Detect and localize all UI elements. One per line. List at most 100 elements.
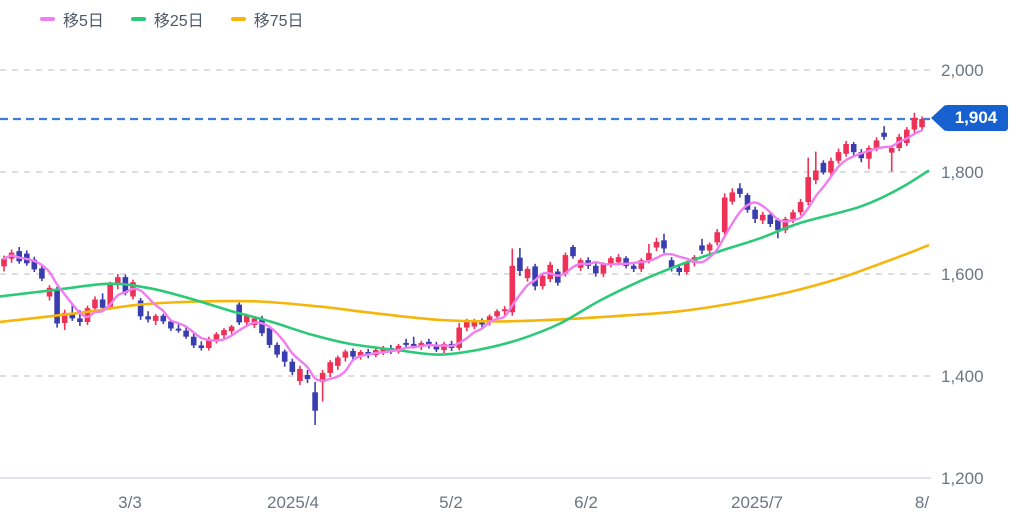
candle[interactable] xyxy=(342,349,349,362)
candle-body xyxy=(266,328,273,345)
candle[interactable] xyxy=(775,217,781,239)
candle-body xyxy=(767,214,774,224)
candle-body xyxy=(281,351,288,362)
candle[interactable] xyxy=(888,146,895,172)
candle[interactable] xyxy=(547,261,553,283)
candle[interactable] xyxy=(850,141,857,156)
candle-body xyxy=(729,192,736,202)
candle[interactable] xyxy=(289,358,296,375)
candle[interactable] xyxy=(570,244,576,259)
candle-body xyxy=(820,162,827,173)
candle[interactable] xyxy=(737,183,743,198)
chart-legend: 移5日 移25日 移75日 xyxy=(40,7,304,31)
candle[interactable] xyxy=(297,365,303,386)
candle[interactable] xyxy=(456,323,462,351)
candle[interactable] xyxy=(198,341,205,351)
candle[interactable] xyxy=(661,233,667,254)
candle[interactable] xyxy=(350,348,356,361)
candle[interactable] xyxy=(426,338,432,349)
candle[interactable] xyxy=(517,248,523,276)
candle[interactable] xyxy=(145,311,151,323)
candle[interactable] xyxy=(115,274,121,290)
candle[interactable] xyxy=(403,338,409,348)
candle[interactable] xyxy=(395,343,402,354)
candle[interactable] xyxy=(820,160,827,175)
candle[interactable] xyxy=(221,328,227,339)
candle[interactable] xyxy=(911,112,918,133)
candle[interactable] xyxy=(228,325,235,335)
candle[interactable] xyxy=(524,266,531,282)
candle[interactable] xyxy=(54,286,60,328)
candle[interactable] xyxy=(699,238,705,255)
candle[interactable] xyxy=(858,149,865,163)
candle[interactable] xyxy=(266,325,273,349)
candle[interactable] xyxy=(759,211,766,224)
candle[interactable] xyxy=(744,192,751,213)
candle[interactable] xyxy=(39,265,45,282)
candle[interactable] xyxy=(532,263,538,291)
candle-body xyxy=(623,258,629,266)
candle[interactable] xyxy=(919,116,925,131)
candle[interactable] xyxy=(46,285,53,301)
candle[interactable] xyxy=(623,256,629,269)
candle[interactable] xyxy=(729,188,736,205)
candle-body xyxy=(160,315,167,322)
candle[interactable] xyxy=(304,369,311,384)
candle[interactable] xyxy=(593,263,599,277)
candle[interactable] xyxy=(31,256,38,272)
candle[interactable] xyxy=(281,349,288,367)
candle[interactable] xyxy=(828,157,834,176)
candle[interactable] xyxy=(16,247,22,264)
candle[interactable] xyxy=(501,306,508,316)
candle[interactable] xyxy=(190,333,197,348)
candle-body xyxy=(653,241,660,248)
candle[interactable] xyxy=(486,314,493,326)
candle-body xyxy=(676,267,682,272)
candle[interactable] xyxy=(555,268,561,286)
candle[interactable] xyxy=(319,369,326,402)
candle[interactable] xyxy=(479,318,485,328)
candle[interactable] xyxy=(782,216,789,234)
candle[interactable] xyxy=(152,313,159,325)
candle-body xyxy=(54,289,60,324)
candle-body xyxy=(350,351,356,357)
candle-body xyxy=(69,312,76,319)
candle[interactable] xyxy=(630,262,637,272)
candle[interactable] xyxy=(904,127,910,146)
candle[interactable] xyxy=(274,342,280,358)
candle[interactable] xyxy=(714,229,720,246)
candle[interactable] xyxy=(312,382,318,425)
candle[interactable] xyxy=(335,355,341,370)
candle[interactable] xyxy=(638,258,645,272)
candle[interactable] xyxy=(706,242,713,254)
candle[interactable] xyxy=(84,305,91,325)
candle[interactable] xyxy=(160,313,167,324)
candle[interactable] xyxy=(539,274,546,290)
candle[interactable] xyxy=(805,157,811,206)
candle[interactable] xyxy=(61,309,68,331)
candle[interactable] xyxy=(99,293,106,311)
legend-item-ma5[interactable]: 移5日 xyxy=(40,7,104,31)
candle[interactable] xyxy=(797,199,804,216)
candle[interactable] xyxy=(175,323,182,333)
candle[interactable] xyxy=(835,148,842,164)
candle[interactable] xyxy=(327,360,333,377)
candle[interactable] xyxy=(721,193,728,236)
candle[interactable] xyxy=(608,256,614,268)
candle[interactable] xyxy=(183,327,189,339)
candle[interactable] xyxy=(881,126,887,140)
candle[interactable] xyxy=(866,145,872,169)
candle[interactable] xyxy=(813,151,819,185)
candle[interactable] xyxy=(653,237,660,252)
candle[interactable] xyxy=(137,298,144,320)
legend-item-ma25[interactable]: 移25日 xyxy=(130,7,204,31)
candle[interactable] xyxy=(676,264,682,276)
candle[interactable] xyxy=(843,140,849,157)
legend-item-ma75[interactable]: 移75日 xyxy=(230,7,304,31)
candle-body xyxy=(175,328,182,331)
candle[interactable] xyxy=(441,341,447,354)
candle-body xyxy=(721,197,728,233)
candle[interactable] xyxy=(767,212,774,228)
candle[interactable] xyxy=(752,206,758,223)
